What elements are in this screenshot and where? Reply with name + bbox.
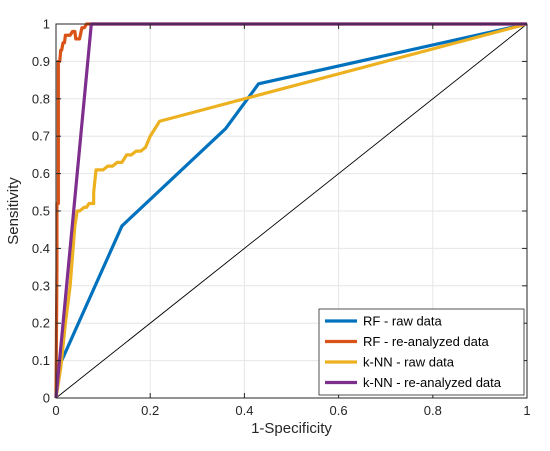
- tick-labels: 0 0.2 0.4 0.6 0.8 1 0 0.1 0.2 0.3 0.4 0.5 0.6 0.7 0.8 0…: [32, 17, 531, 419]
- y-tick-label: 0.4: [32, 241, 50, 256]
- x-tick-label: 1: [523, 403, 530, 418]
- legend-label-1: RF - raw data: [363, 314, 443, 329]
- y-tick-label: 1: [43, 17, 50, 32]
- x-tick-label: 0: [52, 403, 59, 418]
- y-tick-label: 0.3: [32, 278, 50, 293]
- y-axis-title: Sensitivity: [5, 177, 22, 245]
- y-tick-label: 0.1: [32, 353, 50, 368]
- x-axis-title: 1-Specificity: [251, 420, 332, 437]
- series-line-3: [54, 22, 528, 399]
- x-tick-label: 0.6: [330, 403, 348, 418]
- x-tick-label: 0.4: [235, 403, 253, 418]
- y-tick-label: 0: [43, 391, 50, 406]
- x-tick-label: 0.8: [424, 403, 442, 418]
- y-tick-label: 0.2: [32, 316, 50, 331]
- y-tick-label: 0.6: [32, 166, 50, 181]
- y-tick-label: 0.5: [32, 204, 50, 219]
- legend-label-4: k-NN - re-analyzed data: [363, 375, 502, 390]
- series-line-2: [54, 22, 527, 399]
- y-tick-label: 0.8: [32, 91, 50, 106]
- y-tick-label: 0.7: [32, 129, 50, 144]
- y-tick-label: 0.9: [32, 54, 50, 69]
- legend-box: [318, 308, 525, 396]
- axis-ticks: [55, 23, 528, 399]
- legend: RF - raw data RF - re-analyzed data k-NN -…: [318, 308, 525, 396]
- chance-diagonal-line: [55, 23, 528, 399]
- legend-label-2: RF - re-analyzed data: [363, 334, 489, 349]
- legend-label-3: k-NN - raw data: [363, 355, 455, 370]
- x-tick-label: 0.2: [141, 403, 159, 418]
